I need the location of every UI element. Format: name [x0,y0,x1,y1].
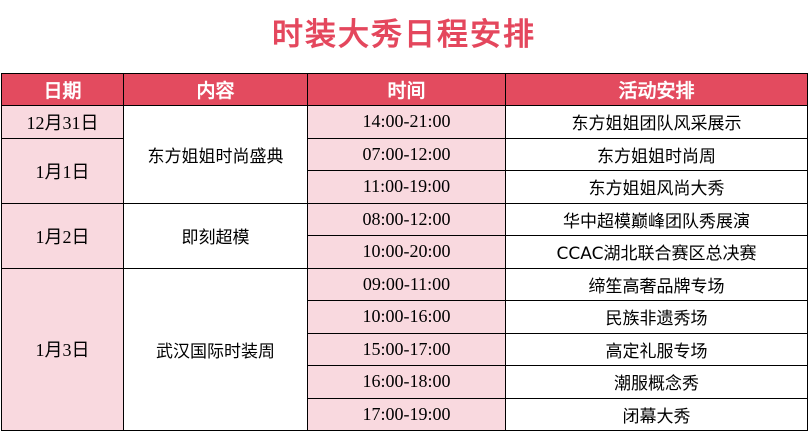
time-cell: 09:00-11:00 [307,267,506,301]
time-cell: 11:00-19:00 [307,170,506,204]
content-cell: 东方姐姐时尚盛典 [123,105,308,204]
table-row: 1月1日 07:00-12:00 东方姐姐时尚周 [1,137,808,204]
header-activity: 活动安排 [505,73,808,106]
table-row: 10:00-20:00 CCAC湖北联合赛区总决赛 [2,235,808,269]
activity-cell: 高定礼服专场 [505,332,808,366]
content-cell: 武汉国际时装周 [123,267,308,431]
table-row: 17:00-19:00 闭幕大秀 [2,397,808,431]
activity-cell: 潮服概念秀 [505,365,808,399]
header-content: 内容 [123,73,308,106]
table-row: 10:00-16:00 民族非遗秀场 [2,300,808,334]
date-cell: 1月2日 [1,202,124,269]
activity-cell: 缔笙高奢品牌专场 [505,267,808,301]
table-row: 11:00-19:00 东方姐姐风尚大秀 [2,170,808,204]
table-row: 16:00-18:00 潮服概念秀 [2,365,808,399]
activity-cell: 民族非遗秀场 [505,300,808,334]
activity-cell: 东方姐姐团队风采展示 [505,105,808,139]
time-cell: 15:00-17:00 [307,332,506,366]
activity-cell: CCAC湖北联合赛区总决赛 [505,235,808,269]
time-cell: 08:00-12:00 [307,202,506,236]
time-cell: 10:00-16:00 [307,300,506,334]
time-cell: 17:00-19:00 [307,397,506,431]
activity-cell: 华中超模巅峰团队秀展演 [505,202,808,236]
date-cell: 12月31日 [1,105,124,139]
header-time: 时间 [307,73,506,106]
table-header-row: 日期 内容 时间 活动安排 [1,73,808,106]
time-cell: 16:00-18:00 [307,365,506,399]
content-cell: 即刻超模 [123,202,308,269]
time-cell: 10:00-20:00 [307,235,506,269]
activity-cell: 闭幕大秀 [505,397,808,431]
page-title: 时装大秀日程安排 [272,17,536,53]
schedule-table: 日期 内容 时间 活动安排 12月31日 东方姐姐时尚盛典 14:00-21:0… [1,73,808,431]
table-row: 12月31日 东方姐姐时尚盛典 14:00-21:00 东方姐姐团队风采展示 [1,105,808,204]
activity-cell: 东方姐姐时尚周 [505,137,808,171]
date-cell: 1月1日 [1,137,124,204]
table-row: 15:00-17:00 高定礼服专场 [2,332,808,366]
table-row: 1月2日 即刻超模 08:00-12:00 华中超模巅峰团队秀展演 [1,202,808,269]
header-date: 日期 [1,73,124,106]
time-cell: 14:00-21:00 [307,105,506,139]
date-cell: 1月3日 [1,267,124,431]
time-cell: 07:00-12:00 [307,137,506,171]
activity-cell: 东方姐姐风尚大秀 [505,170,808,204]
table-row: 1月3日 武汉国际时装周 09:00-11:00 缔笙高奢品牌专场 [1,267,808,431]
